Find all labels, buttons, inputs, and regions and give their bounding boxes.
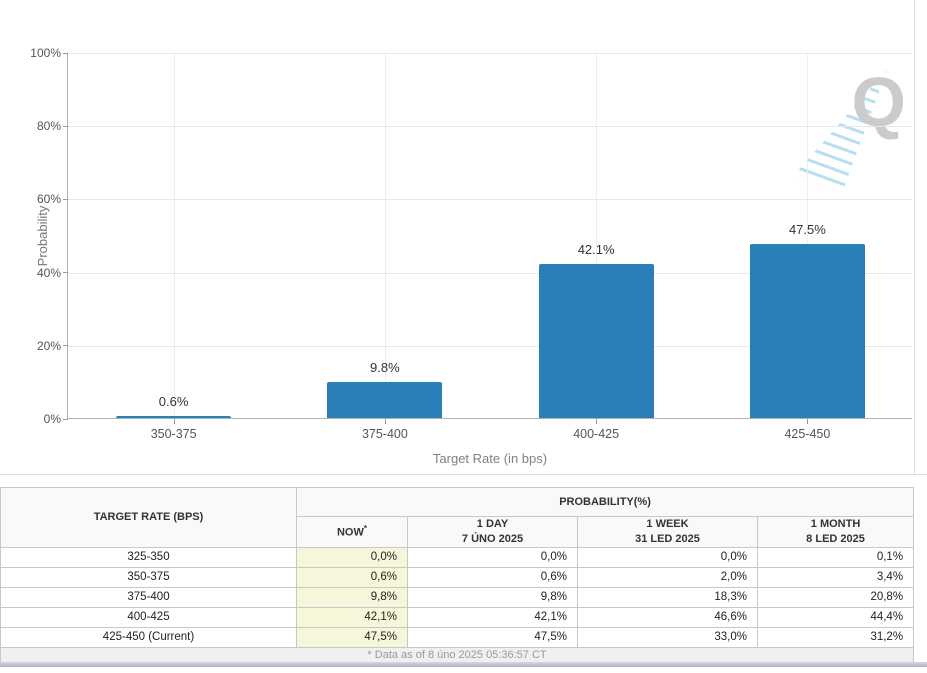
y-tick-mark — [63, 125, 68, 127]
y-tick-mark — [63, 52, 68, 54]
y-tick-mark — [63, 418, 68, 420]
probability-cell: 42,1% — [407, 606, 578, 628]
table-row: 425-450 (Current) 47,5% 47,5% 33,0% 31,2% — [0, 626, 915, 648]
x-tick-label: 375-400 — [361, 427, 408, 441]
table-header-target-rate: TARGET RATE (BPS) — [0, 487, 297, 548]
x-tick-mark — [596, 419, 598, 424]
now-probability-cell: 0,0% — [296, 546, 408, 568]
bar — [327, 382, 443, 418]
table-subheader-row: NOW* 1 DAY 7 ÚNO 2025 1 WEEK 31 LED 2025 1 MO… — [1, 516, 915, 548]
probability-cell: 33,0% — [577, 626, 758, 648]
y-tick-label: 20% — [36, 338, 61, 353]
y-tick-mark — [63, 272, 68, 274]
plot-area: Q Probability Target Rate (in bps) 100% 8… — [30, 46, 912, 466]
probability-cell: 0,1% — [756, 546, 915, 568]
rate-cell: 375-400 — [0, 586, 297, 608]
now-probability-cell: 9,8% — [296, 586, 408, 608]
v-gridline — [384, 53, 386, 418]
v-gridline — [173, 53, 175, 418]
table-row: 400-425 42,1% 42,1% 46,6% 44,4% — [0, 606, 915, 628]
h-gridline — [68, 272, 912, 274]
quikstrike-watermark-q: Q — [851, 63, 906, 141]
x-axis-title: Target Rate (in bps) — [432, 451, 548, 466]
probability-cell: 2,0% — [577, 566, 758, 588]
y-tick-label: 0% — [43, 412, 61, 426]
y-tick-label: 60% — [36, 192, 61, 207]
now-probability-cell: 0,6% — [296, 566, 408, 588]
table-row: 350-375 0,6% 0,6% 2,0% 3,4% — [0, 566, 915, 588]
x-tick-mark — [173, 419, 175, 424]
y-tick-mark — [63, 198, 68, 200]
x-tick-label: 350-375 — [150, 427, 197, 441]
probability-table: TARGET RATE (BPS) PROBABILITY(%) NOW* 1 D… — [0, 487, 915, 664]
now-probability-cell: 47,5% — [296, 626, 408, 648]
rate-cell: 350-375 — [0, 566, 297, 588]
h-gridline — [68, 53, 912, 54]
bar — [749, 244, 865, 418]
table-subheader-cell: 1 WEEK 31 LED 2025 — [577, 516, 758, 548]
probability-cell: 0,6% — [407, 566, 578, 588]
bar-value-label: 47.5% — [788, 222, 826, 238]
probability-cell: 3,4% — [756, 566, 915, 588]
bar — [116, 415, 232, 418]
v-gridline — [596, 53, 598, 418]
probability-cell: 18,3% — [577, 586, 758, 608]
probability-cell: 9,8% — [407, 586, 578, 608]
bar — [538, 263, 654, 418]
rate-cell: 325-350 — [0, 546, 297, 568]
y-tick-mark — [63, 345, 68, 347]
y-tick-label: 40% — [36, 265, 61, 280]
section-divider — [0, 474, 927, 475]
bar-value-label: 9.8% — [370, 360, 400, 376]
y-axis-title: Probability — [34, 205, 50, 266]
probability-cell: 0,0% — [407, 546, 578, 568]
h-gridline — [68, 199, 912, 201]
probability-cell: 20,8% — [756, 586, 915, 608]
table-subheader-cell: 1 DAY 7 ÚNO 2025 — [407, 516, 578, 548]
x-tick-label: 400-425 — [573, 427, 620, 441]
h-gridline — [68, 345, 912, 347]
probability-cell: 0,0% — [577, 546, 758, 568]
x-tick-mark — [384, 419, 386, 424]
table-subheader-cell: 1 MONTH 8 LED 2025 — [756, 516, 915, 548]
table-header-probability: PROBABILITY(%) — [295, 487, 915, 517]
bar-value-label: 0.6% — [158, 393, 189, 409]
v-gridline — [807, 53, 809, 418]
probability-cell: 47,5% — [407, 626, 578, 648]
table-row: 325-350 0,0% 0,0% 0,0% 0,1% — [0, 546, 915, 568]
y-tick-label: 100% — [30, 46, 61, 60]
probability-cell: 31,2% — [756, 626, 915, 648]
table-row: 375-400 9,8% 9,8% 18,3% 20,8% — [0, 586, 915, 608]
table-footnote: * Data as of 8 úno 2025 05:36:57 CT — [0, 646, 915, 664]
x-tick-mark — [807, 419, 809, 424]
rate-cell: 400-425 — [0, 606, 297, 628]
probability-chart: Q Probability Target Rate (in bps) 100% 8… — [30, 0, 915, 474]
rate-cell: 425-450 (Current) — [0, 626, 297, 648]
h-gridline — [68, 126, 912, 128]
probability-cell: 44,4% — [756, 606, 915, 628]
bar-value-label: 42.1% — [577, 241, 615, 257]
now-probability-cell: 42,1% — [296, 606, 408, 628]
table-subheader-cell: NOW* — [296, 516, 408, 548]
y-tick-label: 80% — [36, 119, 61, 134]
bottom-accent-bar — [0, 662, 927, 667]
x-tick-label: 425-450 — [784, 427, 831, 441]
probability-cell: 46,6% — [577, 606, 758, 628]
table-body: 325-350 0,0% 0,0% 0,0% 0,1% 350-375 0,6% 0,6% 2,… — [0, 546, 915, 648]
